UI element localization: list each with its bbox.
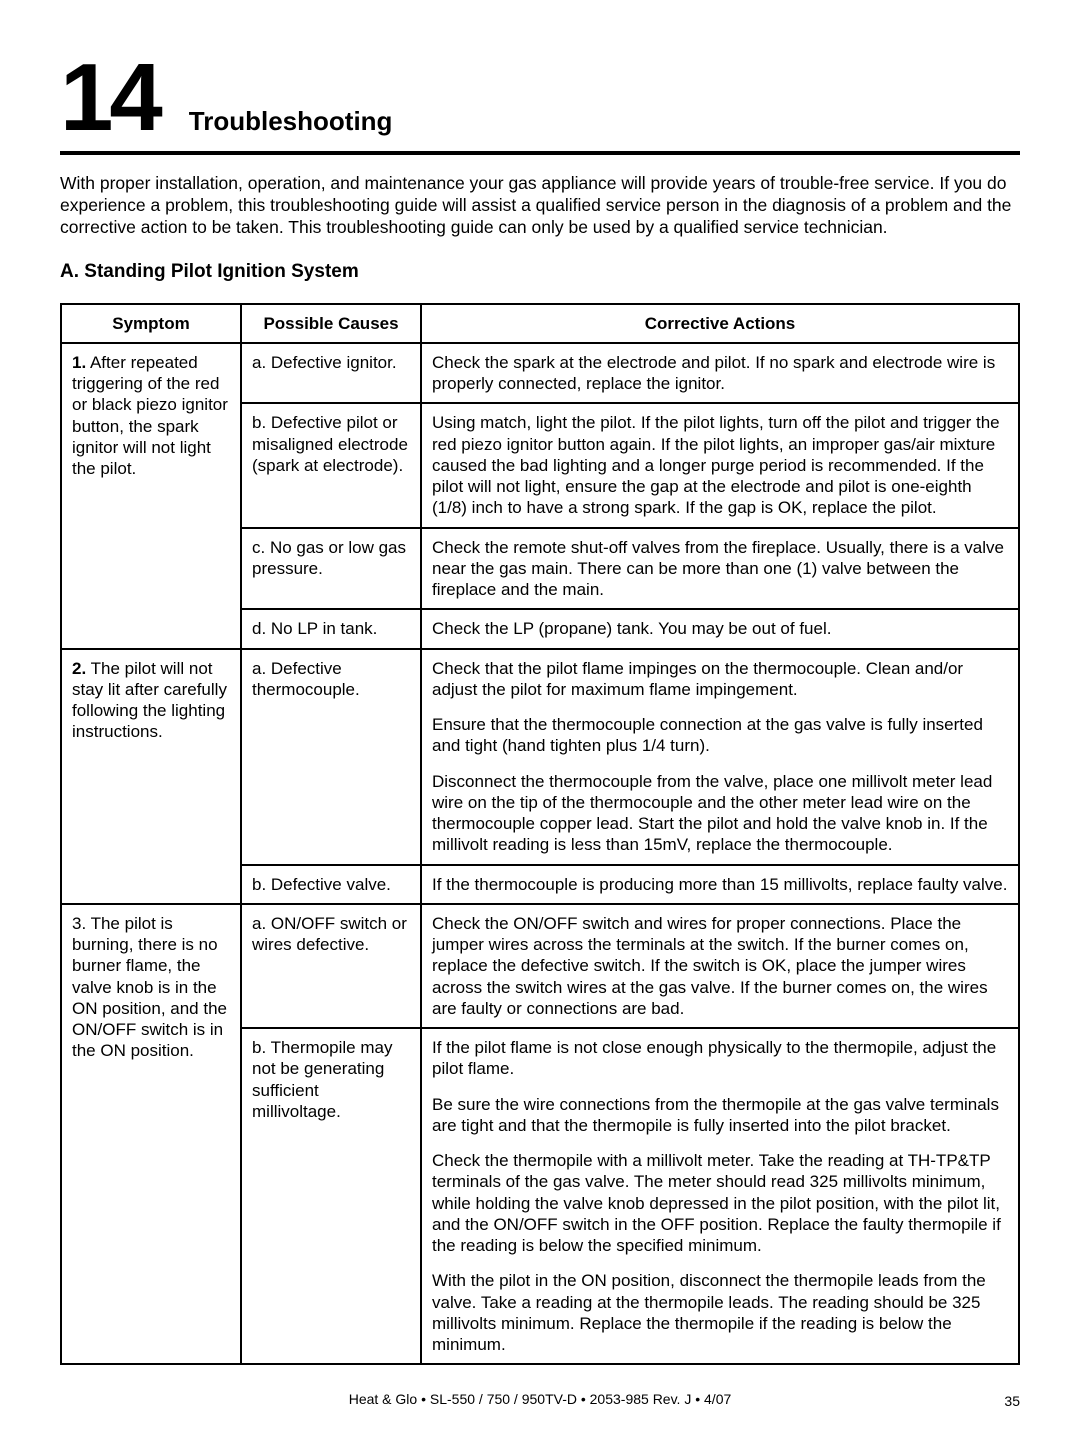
action-para: Check the thermopile with a millivolt me… [432, 1150, 1008, 1256]
chapter-title: Troubleshooting [189, 106, 393, 151]
page-number: 35 [1004, 1393, 1020, 1409]
action-para: Ensure that the thermocouple connection … [432, 714, 1008, 757]
section-title: A. Standing Pilot Ignition System [60, 261, 1020, 283]
cause-cell: c. No gas or low gas pressure. [241, 528, 421, 610]
cause-cell: b. Defective valve. [241, 865, 421, 904]
action-para: With the pilot in the ON position, disco… [432, 1270, 1008, 1355]
manual-page: 14 Troubleshooting With proper installat… [0, 0, 1080, 1437]
symptom-text: After repeated triggering of the red or … [72, 353, 228, 478]
col-causes: Possible Causes [241, 304, 421, 343]
symptom-cell: 3. The pilot is burning, there is no bur… [61, 904, 241, 1365]
action-para: Disconnect the thermocouple from the val… [432, 771, 1008, 856]
table-row: 3. The pilot is burning, there is no bur… [61, 904, 1019, 1028]
col-actions: Corrective Actions [421, 304, 1019, 343]
cause-cell: a. Defective ignitor. [241, 343, 421, 404]
troubleshooting-table: Symptom Possible Causes Corrective Actio… [60, 303, 1020, 1366]
action-cell: Check the LP (propane) tank. You may be … [421, 609, 1019, 648]
symptom-text: The pilot will not stay lit after carefu… [72, 659, 227, 742]
action-para: Check that the pilot flame impinges on t… [432, 658, 1008, 701]
action-para: Be sure the wire connections from the th… [432, 1094, 1008, 1137]
cause-cell: a. Defective thermocouple. [241, 649, 421, 865]
action-cell: If the pilot flame is not close enough p… [421, 1028, 1019, 1364]
table-row: 2. The pilot will not stay lit after car… [61, 649, 1019, 865]
action-cell: Check the ON/OFF switch and wires for pr… [421, 904, 1019, 1028]
table-header-row: Symptom Possible Causes Corrective Actio… [61, 304, 1019, 343]
symptom-cell: 1. After repeated triggering of the red … [61, 343, 241, 649]
action-cell: Check that the pilot flame impinges on t… [421, 649, 1019, 865]
chapter-number: 14 [60, 50, 159, 146]
symptom-num: 1. [72, 353, 86, 372]
symptom-cell: 2. The pilot will not stay lit after car… [61, 649, 241, 904]
action-cell: Using match, light the pilot. If the pil… [421, 403, 1019, 527]
action-cell: If the thermocouple is producing more th… [421, 865, 1019, 904]
action-cell: Check the remote shut-off valves from th… [421, 528, 1019, 610]
table-row: 1. After repeated triggering of the red … [61, 343, 1019, 404]
symptom-num: 2. [72, 659, 86, 678]
chapter-header: 14 Troubleshooting [60, 50, 1020, 155]
col-symptom: Symptom [61, 304, 241, 343]
page-footer: Heat & Glo • SL-550 / 750 / 950TV-D • 20… [60, 1391, 1020, 1407]
cause-cell: b. Defective pilot or misaligned electro… [241, 403, 421, 527]
cause-cell: b. Thermopile may not be generating suff… [241, 1028, 421, 1364]
cause-cell: d. No LP in tank. [241, 609, 421, 648]
action-para: If the pilot flame is not close enough p… [432, 1037, 1008, 1080]
action-cell: Check the spark at the electrode and pil… [421, 343, 1019, 404]
cause-cell: a. ON/OFF switch or wires defective. [241, 904, 421, 1028]
intro-paragraph: With proper installation, operation, and… [60, 173, 1020, 239]
